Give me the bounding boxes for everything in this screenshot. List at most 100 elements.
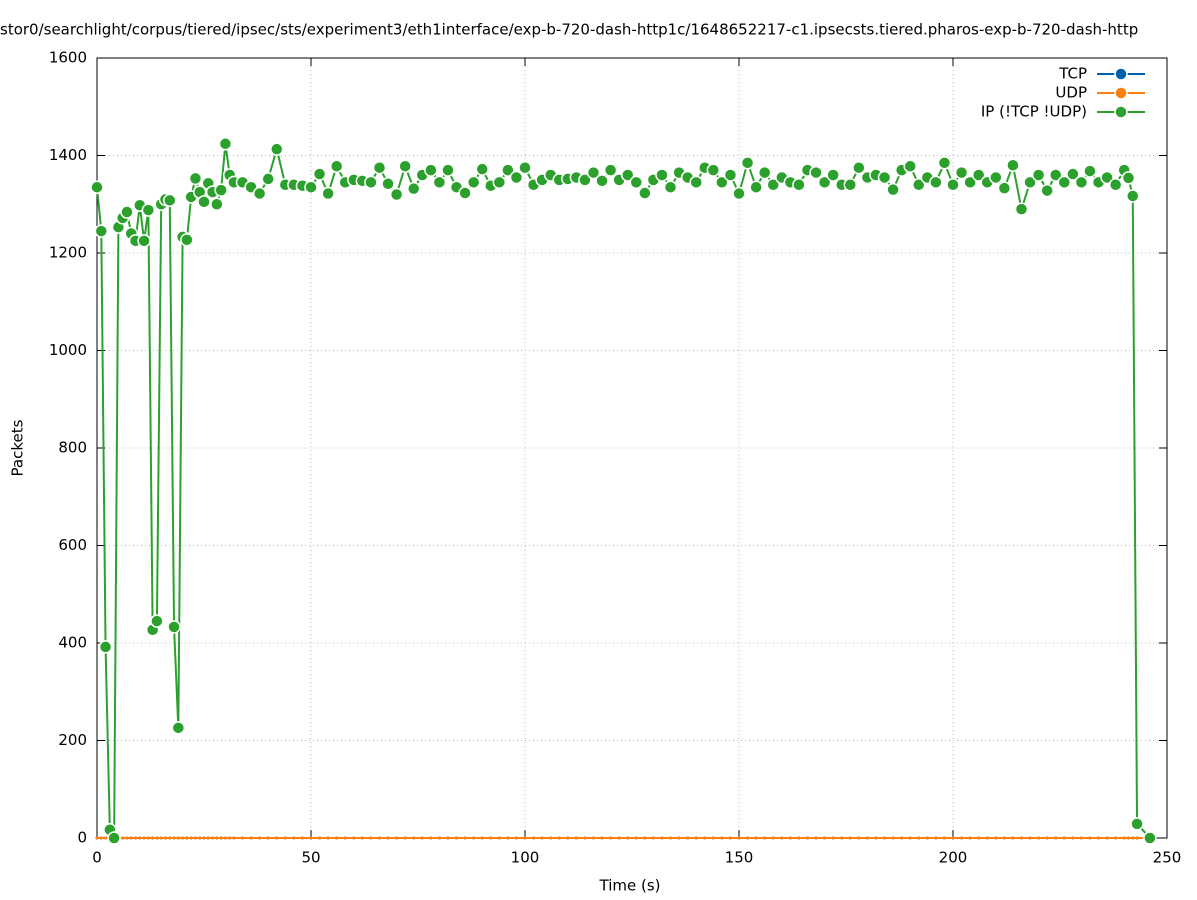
data-point [223,836,227,840]
data-point [518,160,532,175]
data-point [960,836,964,840]
data-point [403,836,407,840]
data-point [364,175,378,190]
data-point [937,156,952,170]
data-point [309,836,313,840]
data-point [215,836,219,840]
data-point [954,165,969,180]
data-point [1019,836,1023,840]
data-point [977,836,981,840]
data-point [1071,836,1075,840]
legend-label: TCP [1058,65,1087,83]
data-point [489,836,493,840]
y-tick-label: 1000 [49,341,87,359]
data-point [852,160,866,175]
data-point [171,721,186,735]
data-point [104,836,108,840]
data-point [90,180,104,194]
data-point [689,175,703,190]
data-point [848,836,852,840]
data-point [711,836,715,840]
data-point [749,180,763,194]
data-point [335,836,339,840]
y-axis-label: Packets [9,419,27,476]
data-point [989,170,1003,185]
data-point [283,836,287,840]
data-point [463,836,467,840]
data-point [1105,836,1109,840]
data-point [1108,178,1123,192]
data-point [797,836,801,840]
data-point [420,836,424,840]
data-point [163,193,177,208]
data-point [475,162,489,176]
data-point [706,163,721,177]
data-point [509,170,524,185]
data-point [626,836,630,840]
data-point [908,836,912,840]
data-point [912,178,926,192]
data-point [1074,175,1089,190]
data-point [929,175,943,190]
data-point [312,167,327,181]
data-point [206,836,210,840]
data-point [466,175,481,190]
data-point [651,836,655,840]
data-point [792,178,806,192]
data-point [1066,167,1080,181]
data-point [386,836,390,840]
data-point [343,836,347,840]
data-point [971,168,986,182]
data-point [1002,836,1006,840]
y-tick-label: 1600 [49,49,87,67]
data-point [634,836,638,840]
data-point [458,186,472,200]
legend-marker [1114,105,1128,119]
data-point [780,836,784,840]
data-point [141,203,156,217]
data-point [766,178,780,192]
data-point [159,836,163,840]
data-point [304,180,318,194]
data-point [663,180,678,194]
data-point [737,836,741,840]
data-point [1057,175,1072,190]
data-point [617,836,621,840]
data-point [843,178,858,192]
data-point [946,178,960,192]
data-point [763,836,767,840]
data-point [963,175,977,190]
data-point [728,836,732,840]
data-point [412,836,416,840]
data-point [877,170,892,185]
legend-marker [1114,67,1128,81]
y-tick-label: 1200 [49,244,87,262]
data-point [857,836,861,840]
data-point [591,836,595,840]
data-point [326,836,330,840]
data-point [1126,189,1140,203]
data-point [1040,183,1054,198]
data-point [1088,836,1092,840]
data-point [270,142,284,156]
data-point [155,836,159,840]
data-point [994,836,998,840]
data-point [129,836,133,840]
data-point [99,836,103,840]
data-point [997,181,1012,195]
data-point [566,836,570,840]
data-point [583,836,587,840]
data-point [1011,836,1015,840]
data-point [523,836,527,840]
data-point [1122,836,1126,840]
data-point [261,172,275,186]
data-point [1054,836,1058,840]
data-point [172,836,176,840]
legend-label: IP (!TCP !UDP) [981,103,1087,121]
data-point [578,173,592,187]
data-point [120,205,134,219]
chart-title: stor0/searchlight/corpus/tiered/ipsec/st… [0,21,1138,39]
data-point [805,836,809,840]
data-point [723,168,738,182]
data-point [163,836,167,840]
